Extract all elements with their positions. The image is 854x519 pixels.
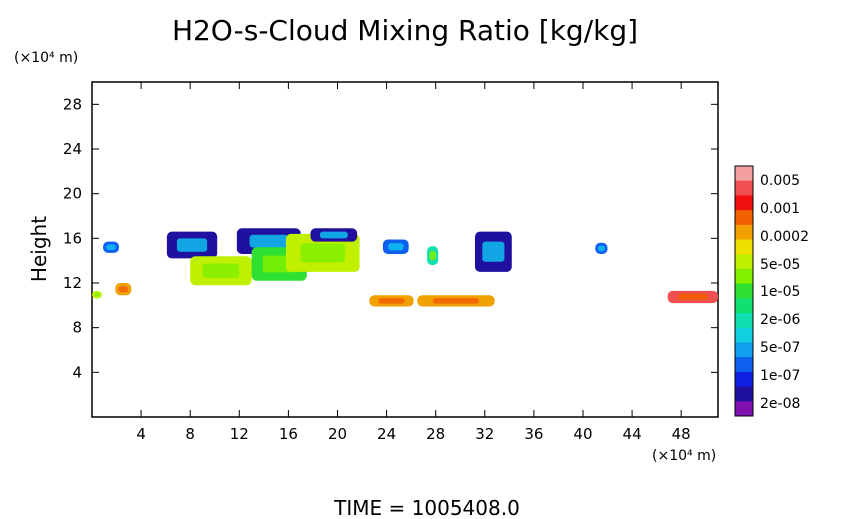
cloud-j [474,231,512,272]
y-axis: 4 8 12 16 20 24 28 [63,95,718,381]
x-tick-label: 40 [573,425,592,443]
colorbar-label: 1e-05 [760,284,800,300]
cloud-i [427,246,439,266]
cloud-h [382,239,409,254]
x-tick-label: 12 [230,425,249,443]
colorbar-label: 0.005 [760,173,800,189]
cloud-core [597,245,606,252]
cloud-core [106,244,116,251]
y-tick-label: 4 [72,363,82,381]
colorbar-swatch [735,357,753,373]
low-cloud-d [667,290,718,304]
colorbar-label: 1e-07 [760,368,800,384]
colorbar-label: 2e-06 [760,312,800,328]
cloud-core [378,298,405,304]
chart-title: H2O-s-Cloud Mixing Ratio [kg/kg] [172,14,638,47]
x-axis: 4 8 12 16 20 24 28 32 36 40 44 48 [136,82,691,443]
colorbar: 0.005 0.001 0.0002 5e-05 1e-05 2e-06 5e-07 1e-0… [734,165,809,417]
colorbar-swatch [735,210,753,226]
low-cloud-b [369,295,414,307]
cloud-g [310,228,358,242]
x-tick-label: 24 [377,425,396,443]
cloud-core [319,231,348,239]
x-tick-label: 32 [475,425,494,443]
colorbar-swatch [735,180,753,196]
cloud-field [92,228,718,307]
cloud-core [118,286,129,293]
colorbar-label: 0.0002 [760,229,809,245]
y-tick-label: 12 [63,274,82,292]
y-tick-label: 24 [63,140,82,158]
colorbar-swatch [735,268,753,285]
x-tick-label: 16 [279,425,298,443]
colorbar-swatch [735,401,753,417]
cloud-core [429,250,436,261]
y-tick-label: 16 [63,229,82,247]
colorbar-swatch [735,224,753,241]
colorbar-swatch [735,195,753,211]
cloud-core [388,243,404,251]
time-footer: TIME = 1005408.0 [333,496,520,519]
cloud-a [103,241,120,253]
colorbar-label: 2e-08 [760,396,800,412]
colorbar-swatch [735,166,753,182]
cloud-core [249,234,288,248]
colorbar-swatch [735,371,753,388]
colorbar-swatch [735,239,753,255]
colorbar-swatch [735,313,753,329]
x-tick-label: 20 [328,425,347,443]
x-tick-label: 44 [623,425,642,443]
x-tick-label: 4 [136,425,146,443]
cloud-b [166,231,218,259]
x-tick-label: 8 [185,425,195,443]
cloud-core [432,298,480,304]
cloud-core [482,241,505,262]
cloud-f [285,233,360,272]
colorbar-swatch [735,342,753,358]
colorbar-swatch [735,386,753,402]
x-tick-label: 48 [672,425,691,443]
cloud-core [300,243,345,263]
colorbar-label: 5e-05 [760,257,800,273]
colorbar-swatch [735,254,753,270]
cloud-k [595,242,608,254]
colorbar-swatch [735,283,753,299]
y-tick-label: 20 [63,185,82,203]
x-tick-label: 28 [426,425,445,443]
cloud-core [176,238,208,252]
low-cloud-c [417,295,495,307]
cloud-core [202,263,240,278]
colorbar-label: 0.001 [760,201,800,217]
y-axis-label: Height [27,216,51,282]
low-cloud-e [92,290,102,299]
cloud-core [93,292,100,297]
cloud-core [677,293,708,301]
x-unit-label: (×10⁴ m) [652,448,716,464]
low-cloud-a [115,283,132,296]
y-tick-label: 28 [63,95,82,113]
colorbar-label: 5e-07 [760,340,800,356]
colorbar-swatch [735,327,753,343]
colorbar-frame [734,165,754,417]
y-unit-label: (×10⁴ m) [14,50,78,66]
colorbar-swatch [735,298,753,314]
cloud-c [190,256,252,286]
x-tick-label: 36 [524,425,543,443]
y-tick-label: 8 [72,319,82,337]
